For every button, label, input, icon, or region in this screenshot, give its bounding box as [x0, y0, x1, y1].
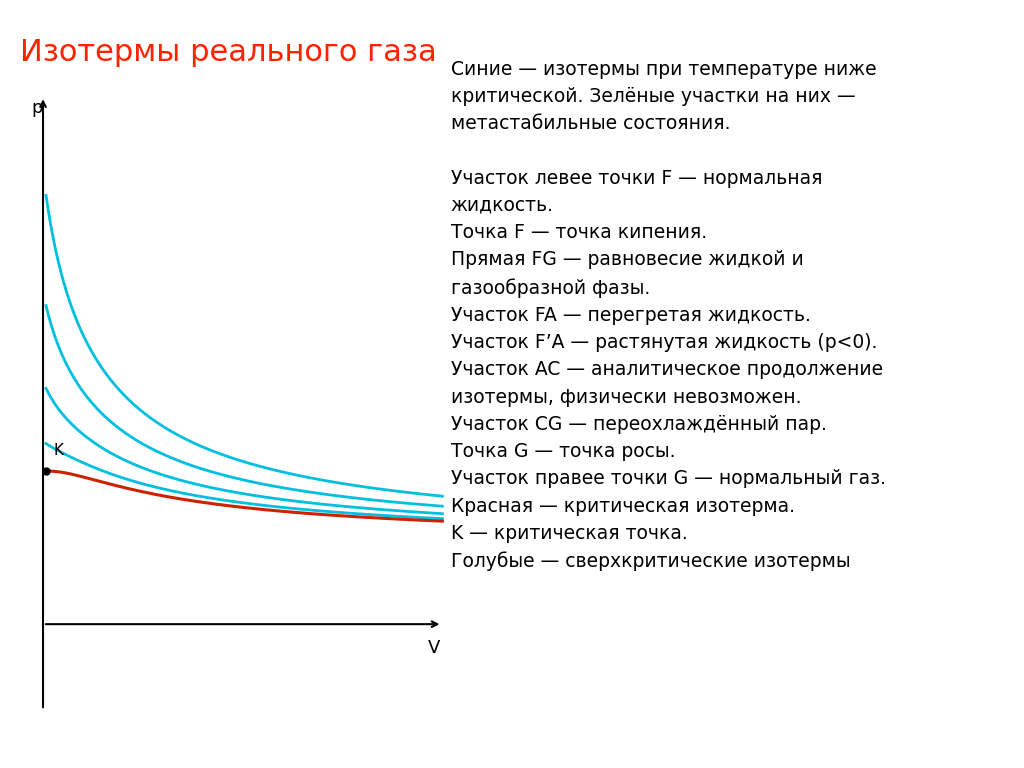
Text: Изотермы реального газа: Изотермы реального газа — [20, 38, 437, 68]
Text: p: p — [31, 99, 43, 117]
Text: V: V — [428, 639, 440, 657]
Text: K: K — [54, 443, 63, 458]
Text: Синие — изотермы при температуре ниже
критической. Зелёные участки на них —
мета: Синие — изотермы при температуре ниже кр… — [451, 60, 886, 571]
